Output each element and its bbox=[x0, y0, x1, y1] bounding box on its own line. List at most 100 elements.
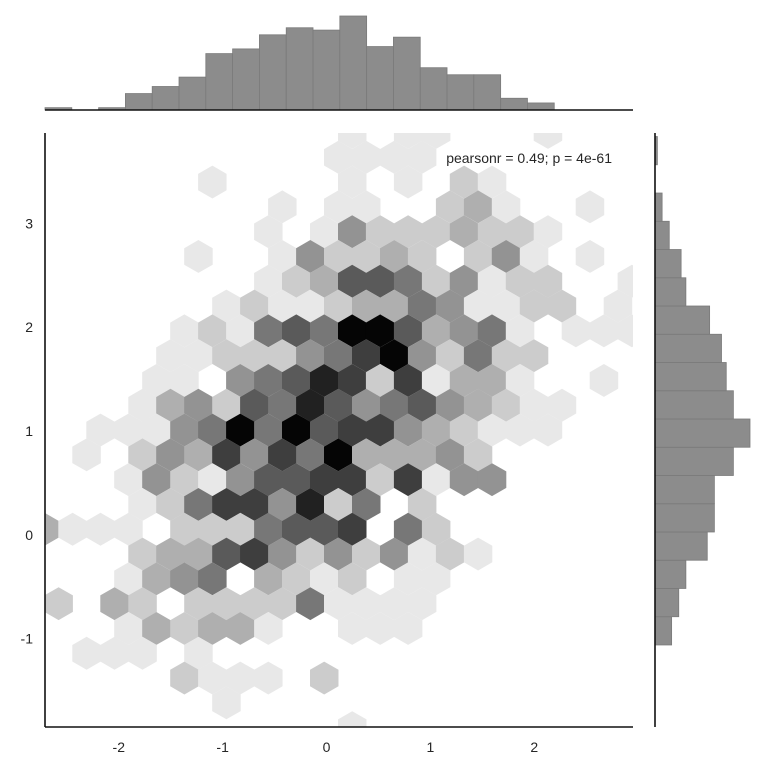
hexbin-cell bbox=[393, 314, 423, 348]
hexbin-cell bbox=[212, 686, 241, 720]
hexbin-cell bbox=[407, 388, 437, 422]
hexbin-cell bbox=[324, 388, 353, 422]
hexbin-cell bbox=[393, 264, 423, 298]
hexbin-cell bbox=[533, 413, 563, 447]
hexbin-cell bbox=[128, 438, 157, 472]
hexbin-cell bbox=[365, 264, 395, 298]
hexbin-cell bbox=[226, 314, 255, 348]
hexbin-cell bbox=[114, 463, 143, 497]
hexbin-cell bbox=[296, 339, 325, 373]
hexbin-cell bbox=[365, 314, 395, 348]
x-tick-label: 1 bbox=[427, 739, 435, 755]
hexbin-cell bbox=[338, 711, 367, 727]
hexbin-cell bbox=[324, 190, 353, 224]
top-hist-bar bbox=[178, 76, 207, 111]
right-hist-bar bbox=[654, 475, 715, 505]
hexbin-cell bbox=[198, 661, 227, 695]
hexbin-plot bbox=[45, 133, 633, 727]
hexbin-cell bbox=[156, 488, 185, 521]
hexbin-cell bbox=[407, 289, 437, 323]
x-tick-label: -2 bbox=[113, 739, 126, 755]
hexbin-cell bbox=[310, 661, 339, 695]
hexbin-cell bbox=[365, 413, 395, 447]
hexbin-cell bbox=[338, 264, 367, 298]
hexbin-cell bbox=[268, 289, 297, 323]
hexbin-cell bbox=[282, 264, 311, 298]
hexbin-cell bbox=[184, 339, 213, 373]
hexbin-cell bbox=[519, 289, 549, 323]
hexbin-cell bbox=[240, 488, 269, 521]
hexbin-cell bbox=[393, 165, 423, 199]
hexbin-cell bbox=[435, 438, 465, 472]
hexbin-cell bbox=[114, 512, 143, 546]
hexbin-cell bbox=[226, 612, 255, 645]
hexbin-cell bbox=[324, 488, 353, 521]
hexbin-cell bbox=[212, 537, 241, 571]
x-tick-label: 2 bbox=[530, 739, 538, 755]
right-hist-bar bbox=[654, 588, 680, 618]
right-hist-bar bbox=[654, 446, 734, 476]
hexbin-cell bbox=[393, 562, 423, 596]
right-hist-bar bbox=[654, 305, 711, 335]
hexbin-cell bbox=[212, 438, 241, 472]
hexbin-cell bbox=[240, 339, 269, 373]
hexbin-cell bbox=[407, 488, 437, 521]
hexbin-cell bbox=[128, 488, 157, 521]
hexbin-cell bbox=[338, 133, 367, 149]
hexbin-cell bbox=[449, 463, 479, 497]
hexbin-cell bbox=[491, 190, 521, 224]
hexbin-cell bbox=[296, 240, 325, 273]
hexbin-cell bbox=[170, 612, 199, 645]
hexbin-cell bbox=[310, 314, 339, 348]
hexbin-cell bbox=[380, 289, 409, 323]
hexbin-cell bbox=[393, 512, 423, 546]
hexbin-cell bbox=[254, 562, 283, 596]
hexbin-cell bbox=[435, 289, 465, 323]
hexbin-cell bbox=[324, 537, 353, 571]
hexbin-cell bbox=[505, 215, 535, 249]
hexbin-cell bbox=[296, 488, 325, 521]
hexbin-cell bbox=[324, 587, 353, 621]
hexbin-cell bbox=[226, 364, 255, 397]
hexbin-cell bbox=[128, 537, 157, 571]
top-hist-bar bbox=[205, 53, 234, 111]
hexbin-cell bbox=[407, 339, 437, 373]
hexbin-cell bbox=[449, 413, 479, 447]
hexbin-cell bbox=[240, 289, 269, 323]
hexbin-cell bbox=[240, 537, 269, 571]
hexbin-cell bbox=[142, 612, 171, 645]
hexbin-cell bbox=[156, 339, 185, 373]
top-hist-bar bbox=[312, 29, 341, 111]
hexbin-cell bbox=[491, 388, 521, 422]
hexbin-cell bbox=[477, 215, 507, 249]
top-hist-bar bbox=[393, 36, 421, 111]
hexbin-cell bbox=[254, 463, 283, 497]
hexbin-cell bbox=[226, 463, 255, 497]
hexbin-cell bbox=[184, 240, 213, 273]
hexbin-cell bbox=[100, 587, 129, 621]
top-hist-bar bbox=[527, 102, 555, 111]
hexbin-cell bbox=[393, 612, 423, 645]
hexbin-cell bbox=[463, 438, 493, 472]
x-tick-label: -1 bbox=[216, 739, 229, 755]
hexbin-cell bbox=[324, 140, 353, 174]
hexbin-cell bbox=[310, 413, 339, 447]
hexbin-cell bbox=[198, 165, 227, 199]
hexbin-cell bbox=[45, 587, 73, 621]
hexbin-cell bbox=[240, 438, 269, 472]
hexbin-cell bbox=[254, 661, 283, 695]
hexbin-cell bbox=[184, 636, 213, 670]
hexbin-cell bbox=[380, 140, 409, 174]
hexbin-cell bbox=[352, 438, 381, 472]
hexbin-cell bbox=[282, 413, 311, 447]
hexbin-cell bbox=[575, 190, 605, 224]
hexbin-cell bbox=[477, 364, 507, 397]
hexbin-cell bbox=[212, 289, 241, 323]
hexbin-cell bbox=[212, 339, 241, 373]
hexbin-cell bbox=[142, 463, 171, 497]
hexbin-cell bbox=[617, 314, 633, 348]
hexbin-cell bbox=[393, 413, 423, 447]
hexbin-cell bbox=[421, 562, 451, 596]
hexbin-cell bbox=[170, 562, 199, 596]
